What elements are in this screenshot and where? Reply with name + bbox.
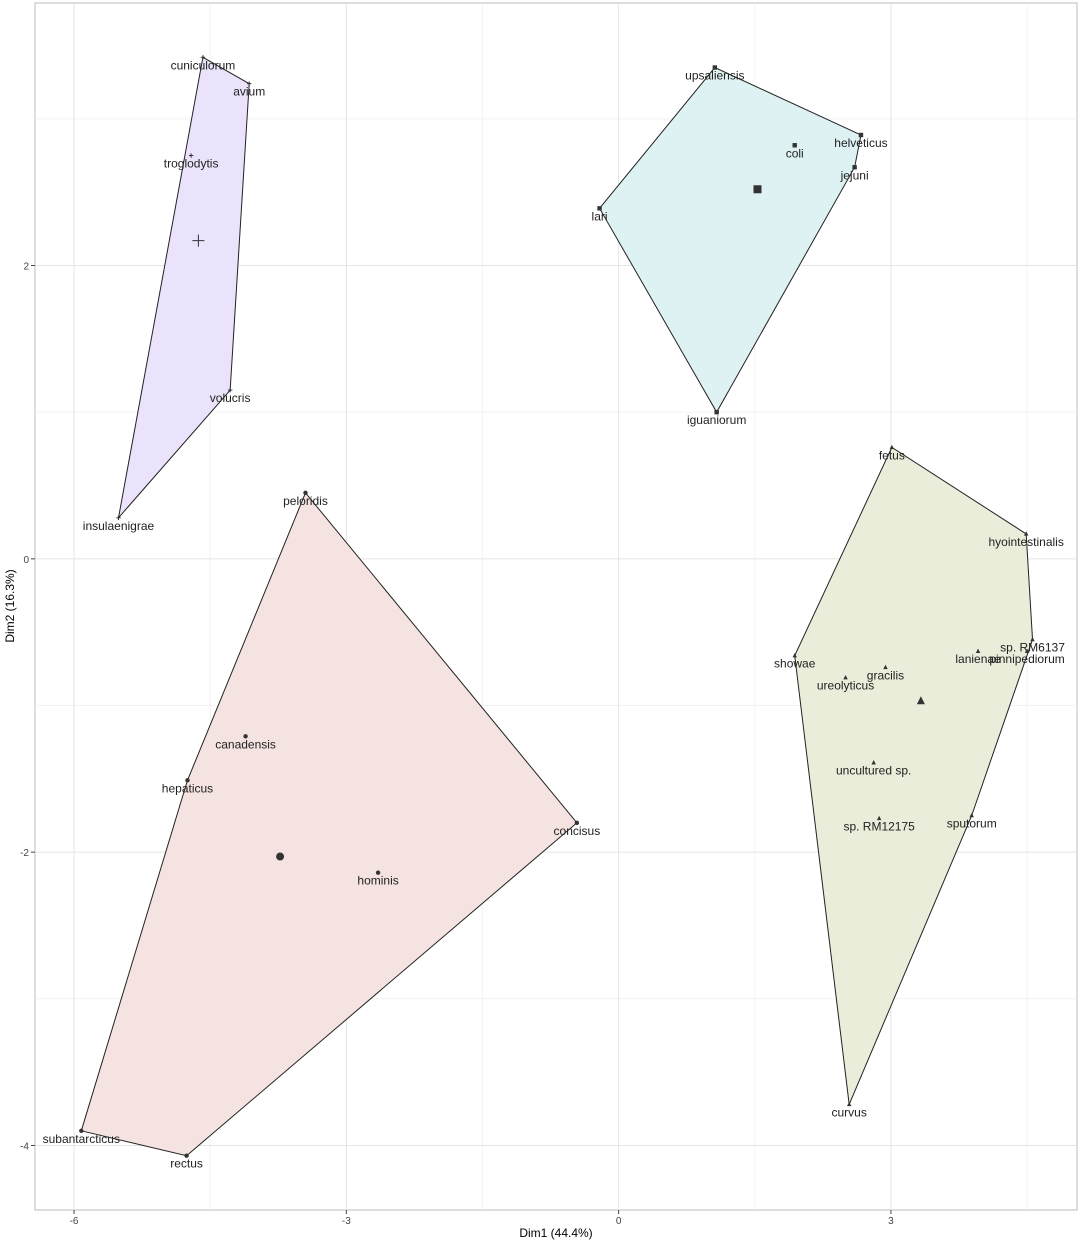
- centroid: [276, 852, 285, 861]
- point: [184, 1153, 189, 1158]
- point: [889, 444, 895, 450]
- point-label: iguaniorum: [687, 413, 746, 427]
- point: [303, 490, 308, 496]
- x-tick-label: 3: [888, 1216, 894, 1227]
- point-label: lanienae: [955, 652, 1001, 666]
- point: [247, 81, 252, 86]
- point: [185, 778, 190, 783]
- point: [792, 652, 797, 658]
- point: [188, 153, 194, 158]
- point-label: pinnipediorum: [989, 652, 1064, 666]
- point-label: hepaticus: [162, 781, 213, 795]
- point-label: subantarcticus: [43, 1132, 120, 1146]
- x-tick-label: -3: [342, 1216, 351, 1227]
- centroid: [753, 185, 762, 194]
- point: [792, 143, 797, 148]
- hull: [80, 491, 578, 1157]
- point: [200, 55, 206, 60]
- point: [714, 409, 719, 415]
- point: [843, 674, 848, 680]
- point-label: helveticus: [834, 136, 887, 150]
- point: [1024, 648, 1030, 653]
- point-label: curvus: [832, 1105, 867, 1119]
- point: [79, 1128, 84, 1134]
- point-label: showae: [774, 657, 816, 671]
- point-label: lari: [592, 209, 608, 223]
- x-tick-label: -6: [70, 1216, 79, 1227]
- point: [883, 664, 888, 670]
- point: [375, 870, 381, 875]
- point-label: canadensis: [215, 737, 276, 751]
- point-label: hominis: [357, 874, 398, 888]
- point: [712, 65, 718, 70]
- x-axis-title: Dim1 (44.4%): [519, 1226, 592, 1240]
- point: [1030, 636, 1035, 642]
- point-label: uncultured sp.: [836, 764, 911, 778]
- point: [858, 132, 864, 138]
- point: [975, 648, 981, 653]
- point: [116, 515, 121, 520]
- y-tick-label: 0: [23, 555, 29, 566]
- point: [1023, 531, 1029, 536]
- point-label: rectus: [170, 1157, 203, 1171]
- point: [574, 820, 580, 826]
- point: [846, 1101, 852, 1107]
- point-label: gracilis: [867, 668, 904, 682]
- point-label: troglodytis: [164, 157, 219, 171]
- point-label: concisus: [554, 824, 601, 838]
- point: [852, 165, 857, 170]
- point: [871, 760, 876, 765]
- y-axis-title: Dim2 (16.3%): [3, 569, 17, 642]
- point-label: upsaliensis: [685, 69, 744, 83]
- point-label: fetus: [879, 448, 905, 462]
- point-label: sp. RM6137: [1000, 640, 1065, 654]
- centroid: [916, 696, 925, 705]
- point-label: hyointestinalis: [988, 535, 1063, 549]
- y-tick-label: -4: [20, 1141, 29, 1152]
- point: [876, 815, 882, 821]
- point-label: peloridis: [283, 494, 328, 508]
- point: [227, 387, 233, 393]
- y-tick-label: -2: [20, 848, 29, 859]
- point: [969, 812, 974, 818]
- x-tick-label: 0: [616, 1216, 622, 1227]
- point-label: sputorum: [947, 816, 997, 830]
- point-label: cuniculorum: [171, 58, 236, 72]
- point-label: sp. RM12175: [843, 819, 915, 833]
- point-label: coli: [786, 146, 804, 160]
- point-label: volucris: [210, 391, 251, 405]
- hull: [598, 66, 862, 414]
- point: [597, 206, 602, 211]
- centroid: [192, 234, 205, 247]
- point-label: avium: [233, 85, 265, 99]
- point: [243, 734, 248, 739]
- point-label: ureolyticus: [817, 679, 874, 693]
- point-label: insulaenigrae: [83, 519, 155, 533]
- point-label: jejuni: [840, 168, 869, 182]
- y-tick-label: 2: [23, 262, 29, 273]
